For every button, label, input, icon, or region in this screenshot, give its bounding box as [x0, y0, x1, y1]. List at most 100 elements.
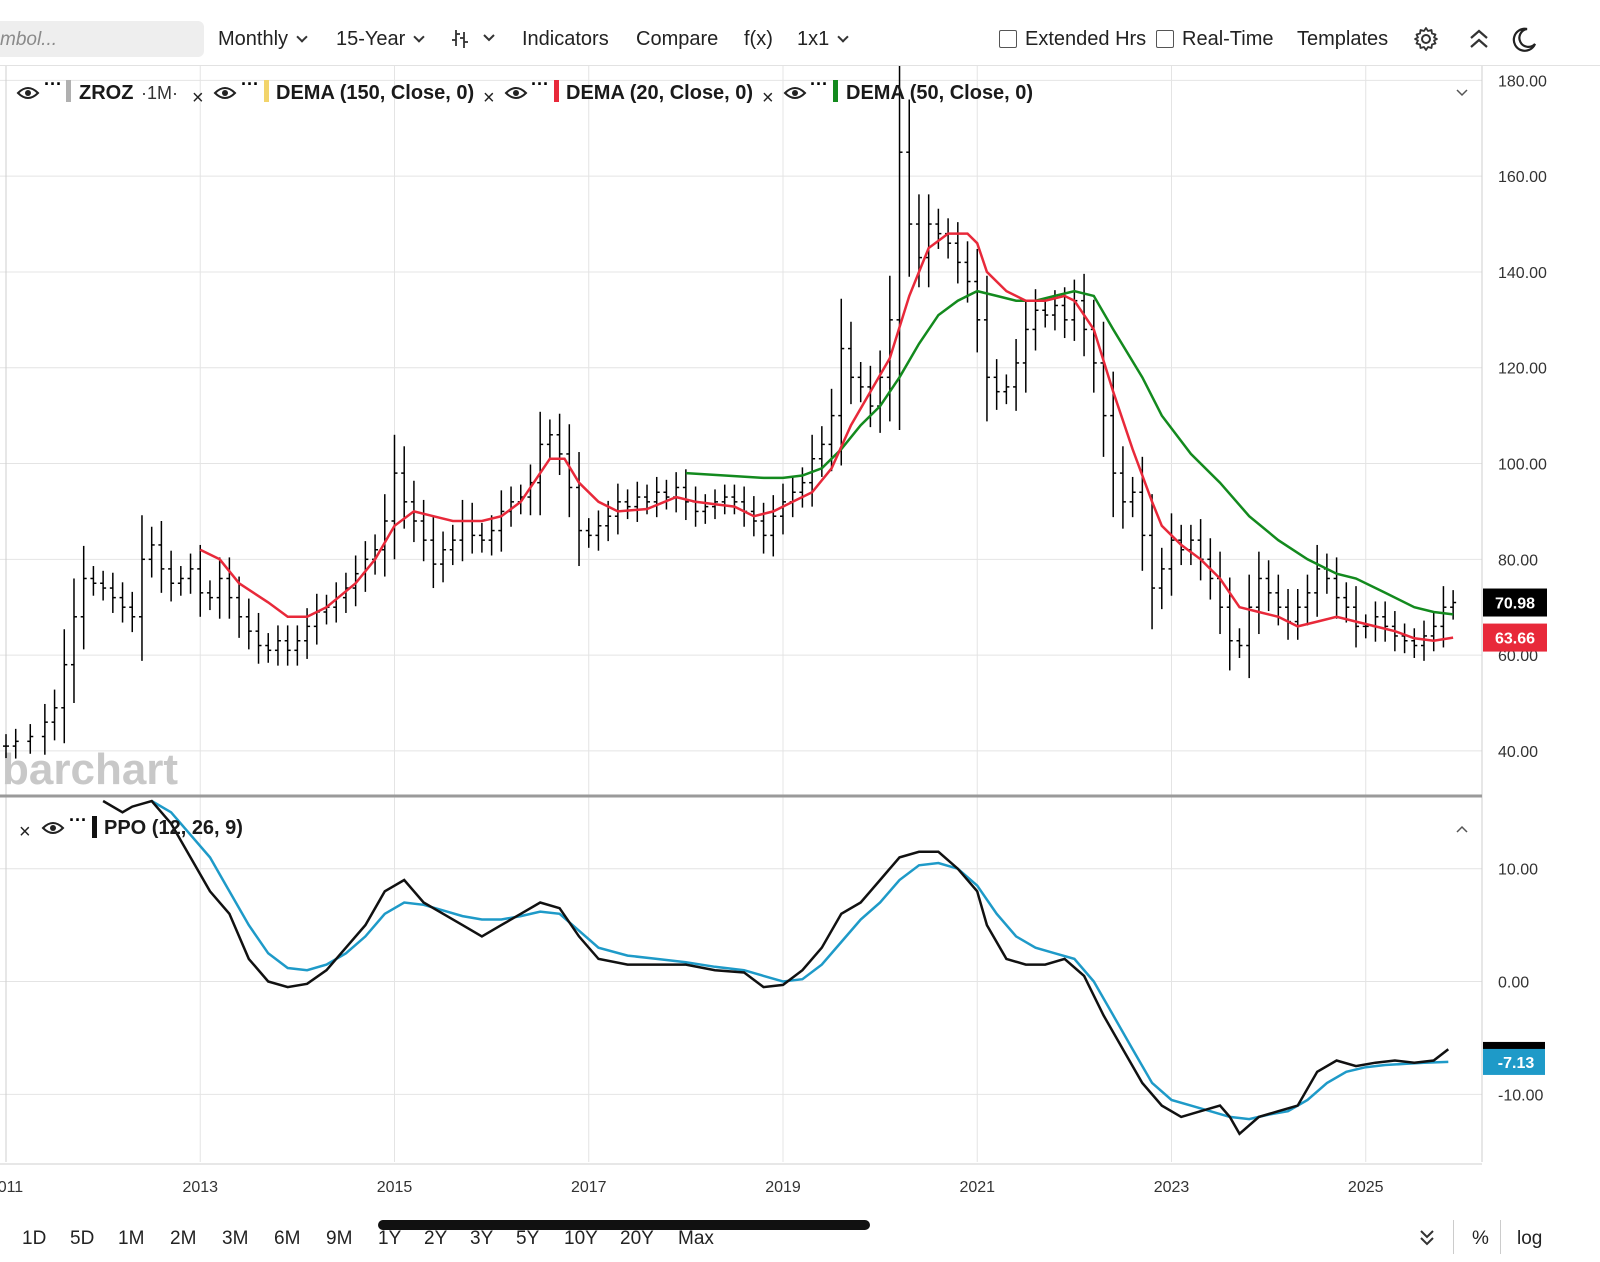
- ohlc-bar: [1003, 374, 1010, 405]
- x-tick-label: 2015: [377, 1179, 413, 1196]
- collapse-button[interactable]: [1467, 26, 1491, 57]
- y-axis-ticks: 40.00 60.00 80.00 100.00 120.00 140.00 160.00 1…: [1498, 73, 1547, 1104]
- ohlc-bar: [964, 241, 971, 303]
- ohlc-bar: [1090, 299, 1097, 393]
- ohlc-bar: [100, 570, 107, 601]
- range-button-3m[interactable]: 3M: [222, 1228, 249, 1249]
- x-axis-ticks: 2011 2013 2015 2017 2019 2021 2023 2025: [0, 1179, 1384, 1196]
- ohlc-bar: [459, 499, 466, 562]
- ohlc-bar: [1168, 513, 1175, 596]
- range-button-5y[interactable]: 5Y: [516, 1228, 540, 1249]
- ohlc-bar: [1197, 519, 1204, 581]
- range-button-3y[interactable]: 3Y: [470, 1228, 494, 1249]
- range-button-5d[interactable]: 5D: [70, 1228, 95, 1249]
- compare-button[interactable]: Compare: [636, 28, 719, 50]
- range-button-6m[interactable]: 6M: [274, 1228, 301, 1249]
- ohlc-bar: [80, 545, 87, 650]
- indicators-button[interactable]: Indicators: [522, 28, 609, 50]
- ohlc-bar: [857, 361, 864, 403]
- range-dropdown[interactable]: 15-Year: [336, 28, 425, 51]
- real-time-checkbox[interactable]: [1156, 30, 1174, 48]
- y-tick-label: 120.00: [1498, 361, 1547, 378]
- percent-scale-button[interactable]: %: [1472, 1228, 1489, 1249]
- layout-dropdown[interactable]: 1x1: [797, 28, 849, 51]
- real-time-label: Real-Time: [1182, 28, 1274, 50]
- price-labels: 70.98 63.66 -7.13: [1483, 588, 1547, 1075]
- more-icon: ···: [241, 74, 259, 94]
- symbol-search-input[interactable]: mbol...: [0, 21, 204, 57]
- ohlc-bar: [129, 591, 136, 633]
- ohlc-bar: [673, 472, 680, 513]
- y-tick-label: 160.00: [1498, 169, 1547, 186]
- ohlc-bar: [381, 494, 388, 577]
- moon-icon: [1512, 27, 1537, 52]
- ohlc-bar: [585, 518, 592, 548]
- ohlc-bar: [682, 469, 689, 521]
- close-icon[interactable]: ×: [192, 87, 204, 109]
- ohlc-bar: [954, 222, 961, 284]
- templates-button[interactable]: Templates: [1297, 28, 1389, 50]
- ohlc-bar: [206, 580, 213, 611]
- ohlc-bar: [51, 689, 58, 741]
- ohlc-bar: [546, 419, 553, 460]
- range-button-2y[interactable]: 2Y: [424, 1228, 448, 1249]
- ohlc-bar: [449, 524, 456, 566]
- eye-icon: [504, 87, 528, 99]
- svg-text:70.98: 70.98: [1495, 596, 1535, 613]
- ohlc-bar: [469, 502, 476, 554]
- close-icon[interactable]: ×: [762, 87, 774, 109]
- ppo-signal-value-label: -7.13: [1483, 1041, 1545, 1075]
- ohlc-bar: [1071, 279, 1078, 341]
- bar-type-dropdown[interactable]: [452, 26, 496, 57]
- chevron-down-icon: [1456, 89, 1468, 97]
- ohlc-bar: [1450, 590, 1457, 620]
- x-tick-label: 2013: [182, 1179, 218, 1196]
- range-button-1y[interactable]: 1Y: [378, 1228, 402, 1249]
- range-scrollbar[interactable]: [378, 1220, 870, 1230]
- scroll-down-button[interactable]: [1418, 1228, 1436, 1254]
- range-button-9m[interactable]: 9M: [326, 1228, 353, 1249]
- ohlc-bar: [595, 510, 602, 551]
- ohlc-bar: [983, 275, 990, 422]
- main-legend: ··· ZROZ ·1M· × ··· DEMA (150, Close, 0)…: [16, 74, 1468, 109]
- range-button-1d[interactable]: 1D: [22, 1228, 47, 1249]
- close-icon[interactable]: ×: [19, 821, 31, 843]
- double-chevron-down-icon: [1420, 1230, 1434, 1246]
- interval-dropdown[interactable]: Monthly: [218, 28, 308, 51]
- ohlc-bar: [1265, 560, 1272, 612]
- ohlc-bar: [109, 572, 116, 613]
- ohlc-bar: [1032, 289, 1039, 351]
- ohlc-bar: [138, 515, 145, 661]
- fx-button[interactable]: f(x): [744, 28, 773, 50]
- ohlc-bar: [90, 566, 97, 596]
- ohlc-bar: [886, 275, 893, 422]
- settings-button[interactable]: [1413, 26, 1439, 57]
- legend-ppo: PPO (12, 26, 9): [104, 817, 243, 839]
- chart-area[interactable]: barchart 40.00 60.00 80.00 100.00 120.00 140.…: [0, 66, 1600, 1212]
- ohlc-bars-icon: [452, 30, 495, 48]
- eye-icon: [41, 822, 65, 834]
- ohlc-bar: [1343, 582, 1350, 623]
- ohlc-bar: [1149, 494, 1156, 630]
- ohlc-bar: [1042, 297, 1049, 328]
- ohlc-bar: [906, 99, 913, 277]
- x-tick-label: 2011: [0, 1179, 23, 1196]
- range-button-1m[interactable]: 1M: [118, 1228, 145, 1249]
- theme-toggle[interactable]: [1510, 26, 1538, 59]
- range-button-10y[interactable]: 10Y: [564, 1228, 598, 1249]
- x-tick-label: 2017: [571, 1179, 607, 1196]
- log-scale-button[interactable]: log: [1517, 1228, 1543, 1249]
- extended-hrs-checkbox[interactable]: [999, 30, 1017, 48]
- close-icon[interactable]: ×: [483, 87, 495, 109]
- ohlc-bar: [838, 298, 845, 466]
- y-tick-label: 180.00: [1498, 73, 1547, 90]
- ohlc-bar: [789, 476, 796, 518]
- range-button-2m[interactable]: 2M: [170, 1228, 197, 1249]
- dema20-color-swatch: [554, 80, 559, 102]
- range-button-20y[interactable]: 20Y: [620, 1228, 654, 1249]
- ohlc-bar: [265, 633, 272, 663]
- ohlc-bar: [974, 248, 981, 353]
- range-button-max[interactable]: Max: [678, 1228, 714, 1249]
- dema20-price-label: 63.66: [1483, 623, 1547, 652]
- eye-icon: [213, 87, 237, 99]
